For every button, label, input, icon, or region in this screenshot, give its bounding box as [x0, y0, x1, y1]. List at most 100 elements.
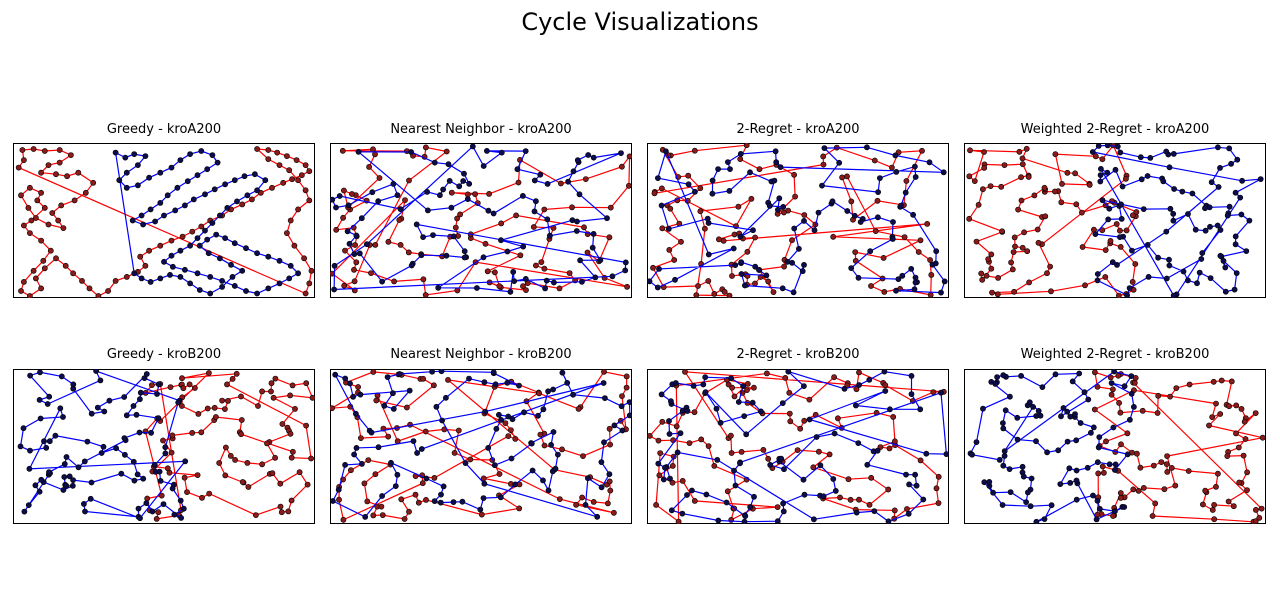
- node-point: [178, 514, 184, 521]
- node-point: [606, 471, 613, 478]
- node-point: [831, 430, 838, 437]
- node-point: [168, 252, 175, 259]
- node-point: [1121, 504, 1128, 510]
- node-point: [164, 465, 171, 472]
- node-point: [209, 220, 216, 226]
- node-point: [1117, 149, 1124, 156]
- node-point: [295, 270, 301, 277]
- node-point: [239, 267, 246, 274]
- node-point: [137, 515, 143, 522]
- node-point: [151, 462, 158, 468]
- node-point: [390, 390, 396, 397]
- node-point: [658, 202, 665, 209]
- node-point: [233, 370, 240, 377]
- node-point: [731, 467, 737, 474]
- node-point: [1137, 464, 1144, 471]
- node-point: [222, 235, 228, 241]
- node-point: [662, 148, 669, 155]
- node-point: [1135, 487, 1142, 494]
- node-point: [492, 381, 499, 388]
- node-point: [1239, 177, 1245, 184]
- node-point: [423, 144, 429, 151]
- node-point: [205, 250, 212, 257]
- node-point: [523, 287, 529, 293]
- node-point: [254, 290, 260, 297]
- node-point: [624, 283, 630, 290]
- node-point: [543, 277, 550, 284]
- node-point: [1006, 466, 1013, 472]
- figure-title: Cycle Visualizations: [521, 8, 759, 36]
- node-point: [137, 389, 144, 396]
- node-point: [37, 415, 44, 422]
- node-point: [423, 475, 430, 482]
- node-point: [36, 396, 43, 403]
- node-point: [766, 203, 773, 209]
- node-point: [771, 177, 778, 184]
- node-point: [216, 212, 223, 219]
- node-point: [1092, 153, 1099, 160]
- node-point: [738, 259, 745, 266]
- node-point: [189, 228, 196, 235]
- node-point: [792, 193, 798, 200]
- node-point: [890, 219, 896, 225]
- node-point: [431, 498, 438, 504]
- node-point: [935, 500, 942, 506]
- node-point: [1085, 396, 1092, 403]
- node-point: [68, 152, 74, 158]
- node-point: [1095, 470, 1102, 477]
- node-point: [544, 216, 551, 223]
- node-point: [622, 267, 629, 274]
- node-point: [147, 206, 154, 213]
- node-point: [1104, 169, 1111, 176]
- node-point: [1232, 241, 1239, 248]
- node-point: [1116, 234, 1123, 240]
- node-point: [335, 486, 342, 493]
- node-point: [607, 441, 613, 448]
- node-point: [971, 178, 978, 184]
- node-point: [195, 411, 202, 417]
- node-point: [888, 164, 895, 171]
- node-point: [418, 446, 425, 452]
- node-point: [1021, 229, 1027, 236]
- node-point: [806, 396, 813, 403]
- node-point: [38, 189, 44, 196]
- node-point: [431, 159, 438, 166]
- node-point: [216, 255, 223, 262]
- node-point: [1258, 505, 1265, 512]
- node-point: [456, 183, 463, 190]
- node-point: [174, 184, 181, 191]
- node-point: [408, 262, 415, 269]
- node-point: [480, 495, 487, 502]
- node-point: [831, 374, 837, 381]
- node-point: [105, 288, 111, 294]
- node-point: [25, 205, 32, 211]
- node-point: [715, 517, 722, 524]
- node-point: [1196, 269, 1203, 276]
- node-point: [980, 405, 986, 412]
- node-point: [1094, 277, 1101, 284]
- node-point: [724, 488, 731, 495]
- node-point: [564, 379, 571, 386]
- node-point: [573, 501, 579, 508]
- node-point: [53, 255, 59, 262]
- node-point: [231, 240, 238, 247]
- node-point: [653, 501, 660, 508]
- node-point: [604, 215, 610, 222]
- node-point: [1117, 494, 1124, 501]
- node-point: [60, 487, 67, 493]
- node-point: [647, 433, 653, 439]
- node-point: [353, 232, 360, 239]
- node-point: [53, 171, 59, 178]
- panel-title: Weighted 2-Regret - kroA200: [1020, 122, 1210, 137]
- node-point: [135, 162, 141, 168]
- node-point: [1047, 263, 1053, 270]
- node-point: [129, 217, 136, 224]
- node-point: [545, 487, 552, 494]
- node-point: [352, 242, 358, 248]
- node-point: [864, 461, 871, 468]
- node-point: [917, 406, 924, 413]
- node-point: [999, 228, 1005, 235]
- node-point: [655, 437, 662, 444]
- node-point: [490, 210, 497, 217]
- node-point: [370, 369, 377, 375]
